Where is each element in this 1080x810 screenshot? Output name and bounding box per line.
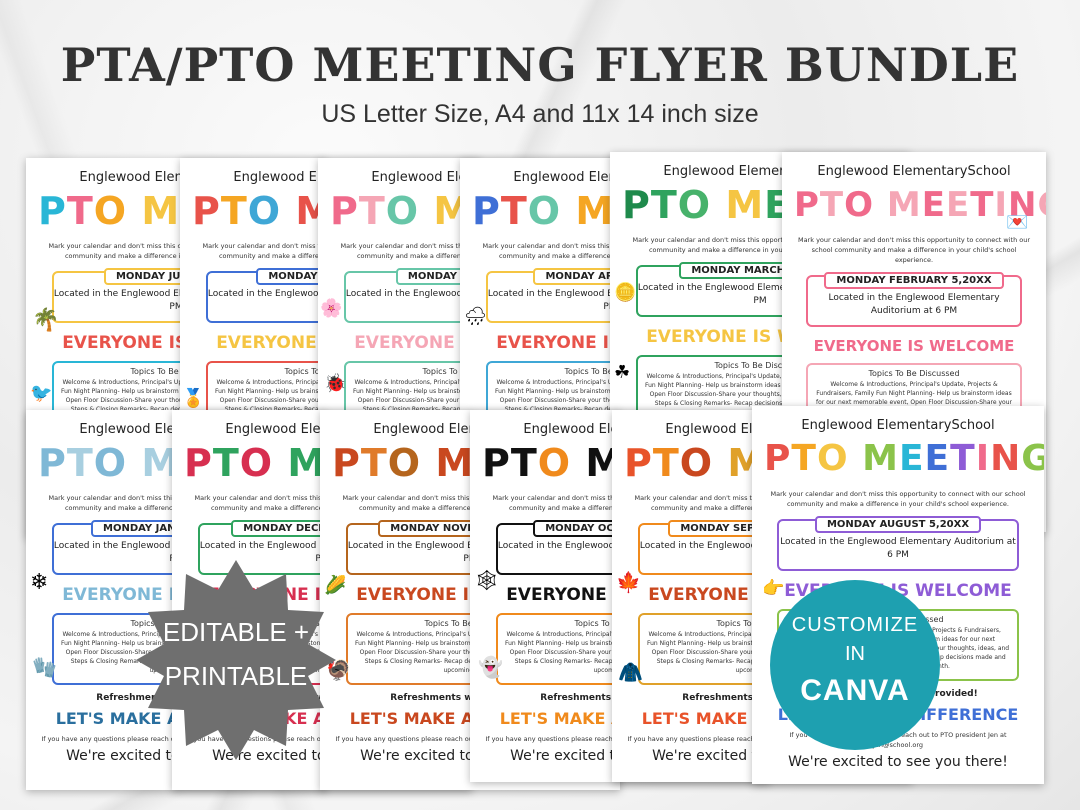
intro-text: Mark your calendar and don't miss this o… [48, 242, 304, 260]
school-name: Englewood ElementarySchool [817, 164, 1011, 179]
topics-heading: Topics To Be Discussed [424, 619, 515, 628]
page-subtitle: US Letter Size, A4 and 11x 14 inch size [321, 100, 759, 128]
bird-icon: 🐦 [30, 383, 53, 404]
intro-text: Mark your calendar and don't miss this o… [797, 236, 1031, 264]
date-box: MONDAY AUGUST 5,20XX Located in the Engle… [777, 516, 1019, 571]
customize-in-canva-badge: CUSTOMIZE IN CANVA [770, 580, 940, 750]
location-text: Located in the Englewood Elementary Audi… [487, 289, 732, 312]
pointing-hand-icon: 👉 [762, 578, 785, 599]
topics-heading: Topics To Be Discussed [714, 361, 806, 370]
location-text: Located in the Englewood Elementary Audi… [347, 541, 592, 564]
mitten-icon: 🧤 [32, 655, 57, 679]
printable-label: PRINTABLE [164, 661, 308, 691]
rain-cloud-icon: 🌧 [464, 306, 487, 327]
location-text: Located in the Englewood Elementary Audi… [53, 289, 299, 312]
pot-of-gold-icon: 🪙 [614, 282, 637, 303]
intro-text: Mark your calendar and don't miss this o… [632, 236, 888, 254]
ladybug-icon: 🐞 [324, 373, 347, 394]
location-text: Located in the Englewood Elementary Audi… [828, 293, 1000, 316]
snowflake-icon: ❄ [30, 570, 49, 595]
school-name: Englewood ElementarySchool [801, 418, 995, 433]
medal-icon: 🏅 [182, 388, 205, 409]
ghost-icon: 👻 [478, 655, 503, 679]
editable-label: EDITABLE + [162, 617, 310, 647]
starburst-shape [136, 560, 336, 760]
canva-label: CANVA [800, 674, 910, 707]
location-text: Located in the Englewood Elementary Audi… [637, 283, 883, 306]
topics-box: Topics To Be Discussed Welcome & Introduc… [345, 613, 595, 685]
editable-printable-badge: EDITABLE + PRINTABLE [136, 560, 336, 760]
intro-text: Mark your calendar and don't miss this o… [770, 490, 1026, 508]
meeting-date: MONDAY AUGUST 5,20XX [814, 516, 982, 533]
topics-body: Welcome & Introductions, Principal's Upd… [354, 631, 585, 674]
topics-heading: Topics To Be Discussed [564, 367, 655, 376]
page-title: PTA/PTO MEETING FLYER BUNDLE [60, 38, 1020, 92]
shamrock-icon: ☘ [614, 362, 631, 383]
love-letter-icon: 💌 [1006, 212, 1029, 233]
flowers-icon: 🌸 [320, 298, 343, 319]
sweater-icon: 🧥 [618, 660, 643, 684]
corn-icon: 🌽 [324, 575, 347, 596]
spider-web-icon: 🕸 [474, 568, 500, 592]
autumn-leaf-icon: 🍁 [616, 570, 641, 594]
date-box: MONDAY FEBRUARY 5,20XX Located in the Eng… [806, 272, 1022, 327]
customize-label: CUSTOMIZE [791, 614, 919, 636]
pto-title: PTO MEETING [794, 185, 1046, 225]
welcome-banner: EVERYONE IS WELCOME [813, 337, 1015, 355]
excited-text: We're excited to see you there! [788, 754, 1008, 770]
topics-heading: Topics To Be Discussed [868, 369, 960, 378]
topics-heading: Topics To Be Discussed [130, 367, 222, 376]
palm-tree-icon: 🌴 [32, 308, 60, 333]
in-label: IN [845, 643, 865, 665]
meeting-date: MONDAY FEBRUARY 5,20XX [824, 272, 1004, 289]
pto-title: PTO MEETING [764, 438, 1044, 479]
location-text: Located in the Englewood Elementary Audi… [780, 537, 1016, 560]
